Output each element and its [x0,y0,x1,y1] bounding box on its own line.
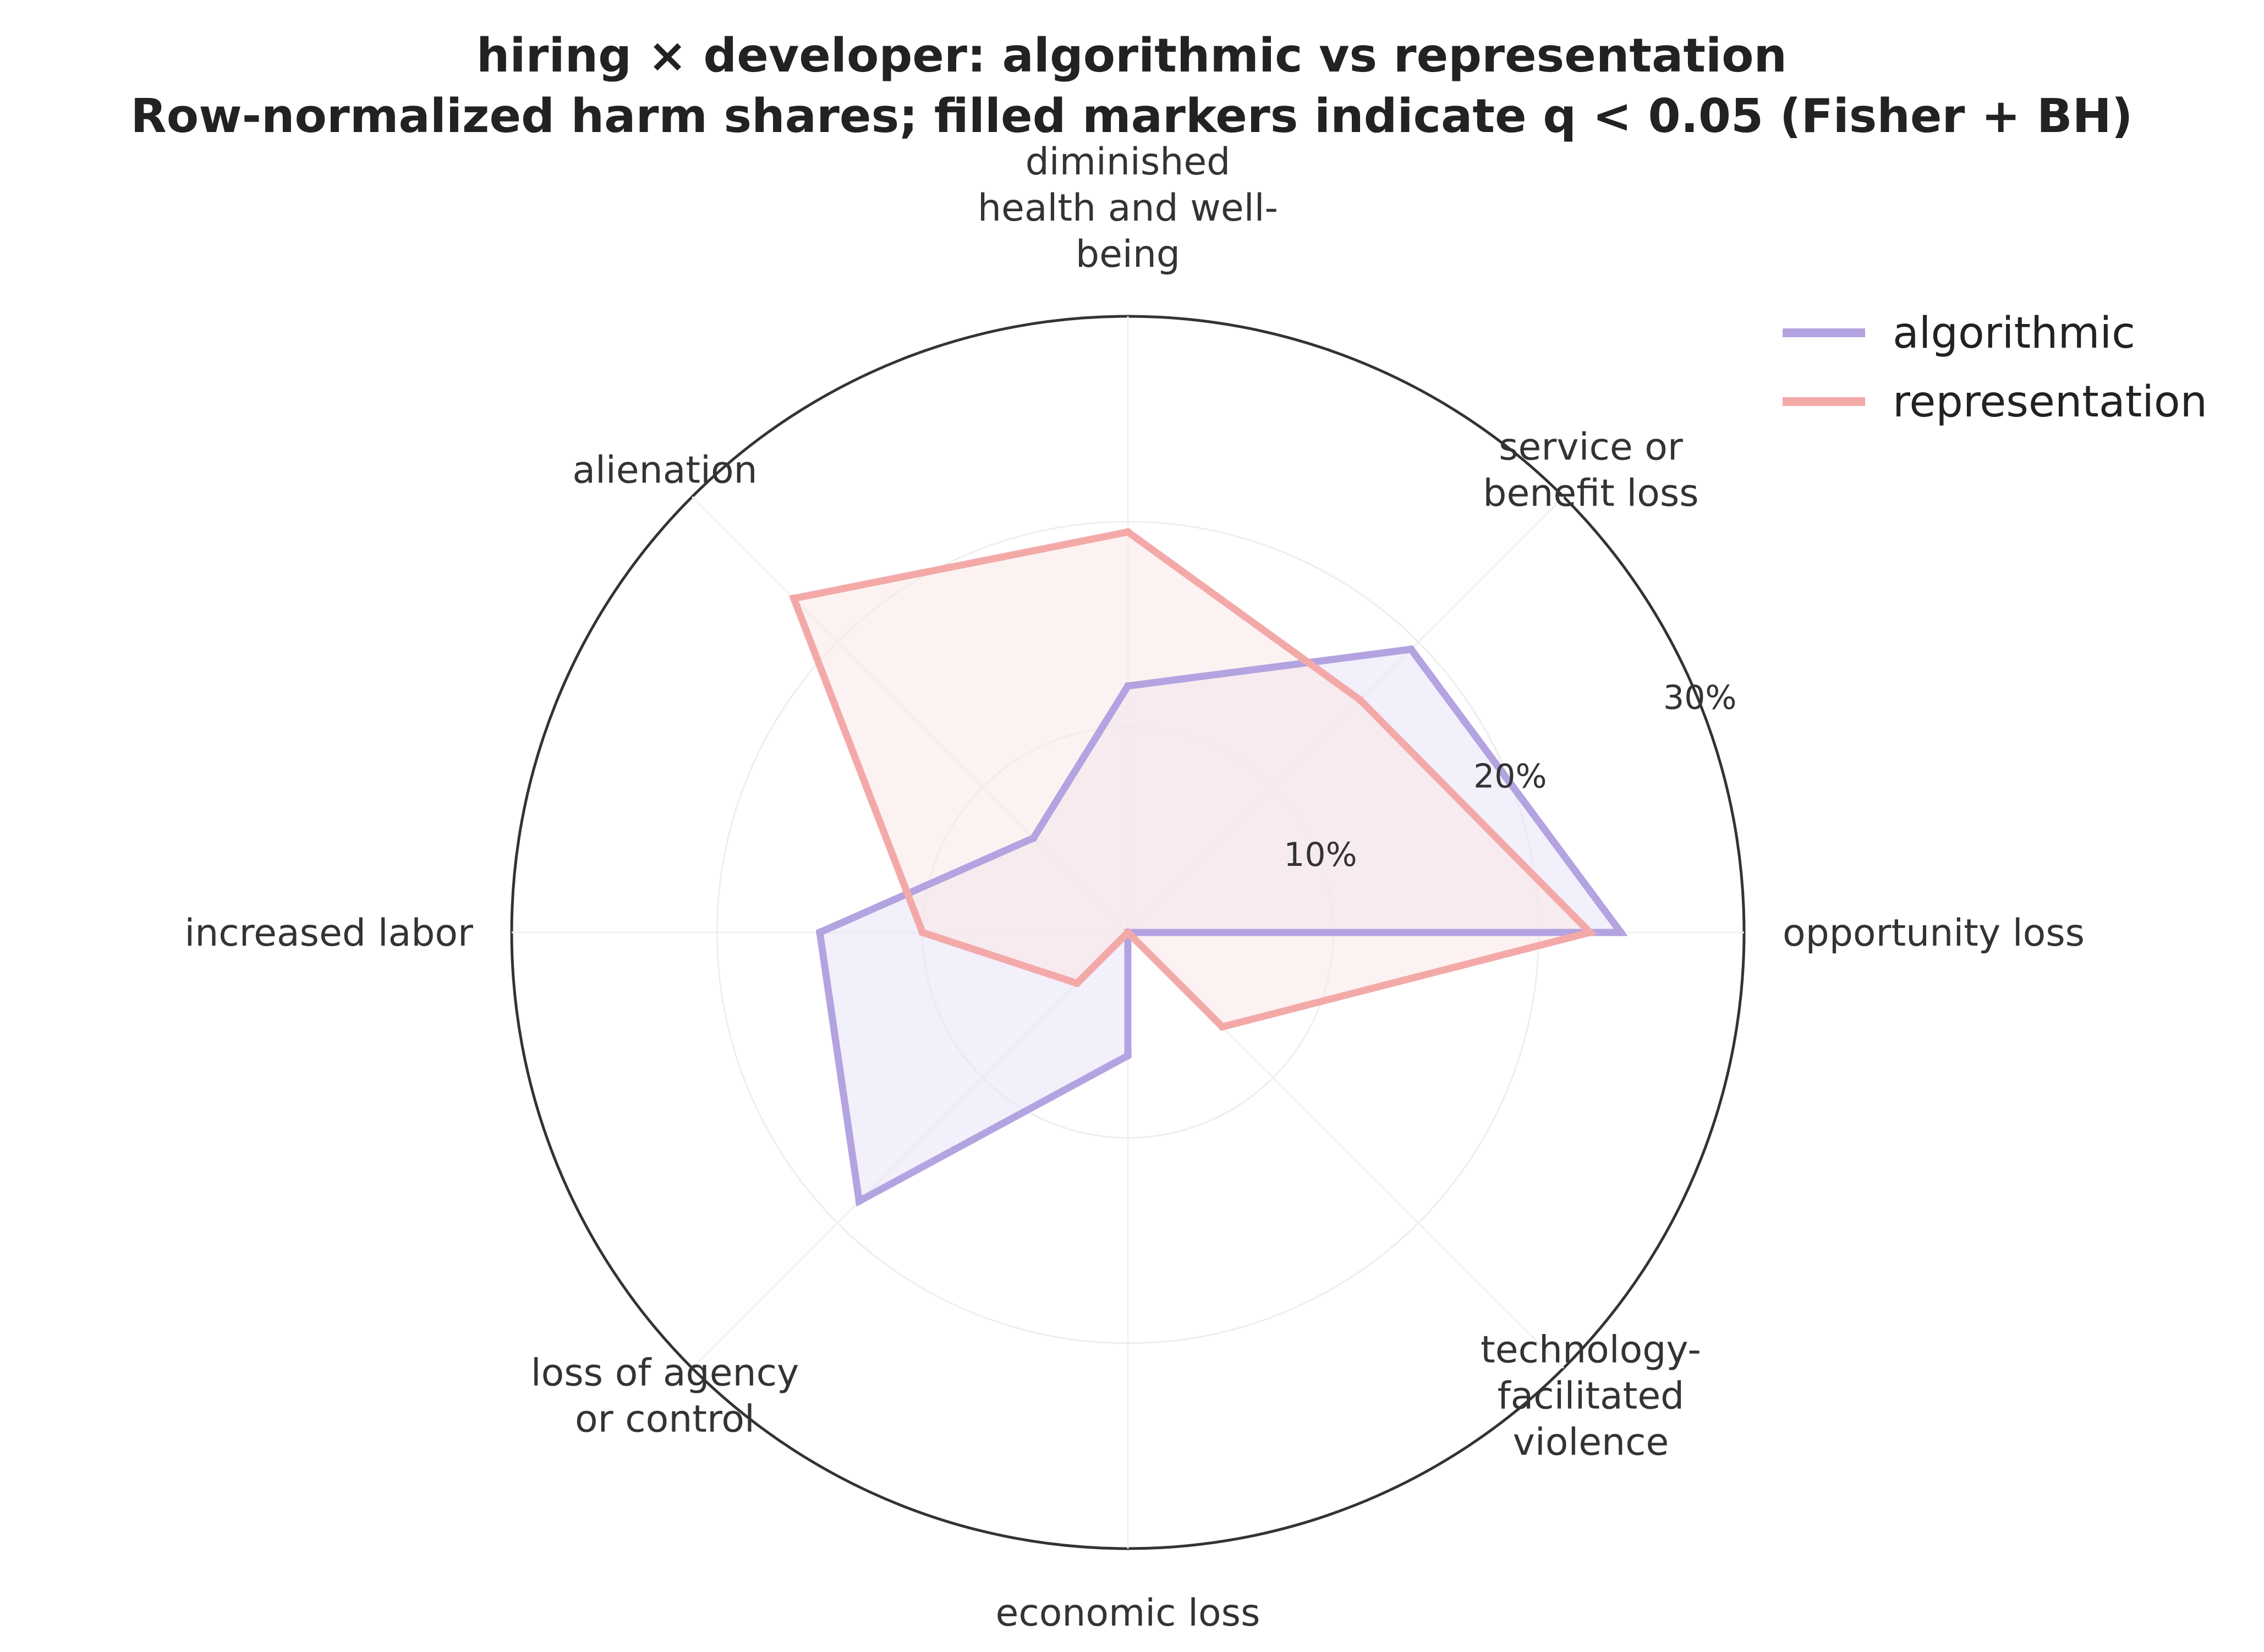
category-labels: opportunity loss service or benefit loss di… [184,140,2085,1635]
chart-subtitle: Row-normalized harm shares; filled marke… [130,89,2133,144]
point-representation-alienation [790,594,798,602]
point-representation-loss-of-agency-or-control [1073,979,1081,987]
rtick-label-20: 20% [1473,757,1547,795]
legend-label-algorithmic: algorithmic [1893,309,2135,358]
category-label-increased-labor: increased labor [184,912,473,955]
point-representation-increased-labor [918,929,927,936]
series-area-representation [793,532,1590,1027]
point-algorithmic-opportunity-loss [1617,929,1625,936]
radar-series [788,528,1628,1207]
rtick-label-10: 10% [1284,836,1357,874]
chart-title: hiring × developer: algorithmic vs repre… [476,29,1787,83]
point-algorithmic-increased-labor [816,929,824,936]
point-representation-technology-facilitated-violence [1218,1023,1226,1031]
point-algorithmic-loss-of-agency-or-control [855,1197,863,1205]
legend: algorithmic representation [1783,309,2207,427]
legend-label-representation: representation [1893,377,2207,427]
category-label-economic-loss: economic loss [995,1591,1260,1635]
category-label-diminished-health-and-well-being: diminished health and well-being [978,140,1278,276]
point-representation-opportunity-loss [1586,929,1594,936]
point-algorithmic-alienation [1029,834,1038,842]
point-representation-economic-loss [1124,929,1132,936]
point-algorithmic-service-or-benefit-loss [1407,645,1415,654]
category-label-technology-facilitated-violence: technology-facilitated violence [1481,1329,1701,1464]
category-label-opportunity-loss: opportunity loss [1783,912,2085,955]
category-label-loss-of-agency-or-control: loss of agency or control [531,1352,799,1441]
category-label-service-or-benefit-loss: service or benefit loss [1483,426,1698,515]
radial-tick-labels: 10% 20% 30% [1284,678,1736,874]
point-representation-service-or-benefit-loss [1356,696,1364,704]
rtick-label-30: 30% [1663,678,1736,717]
category-label-alienation: alienation [572,449,757,492]
point-representation-diminished-health-and-well-being [1124,528,1132,536]
point-algorithmic-economic-loss [1124,1052,1132,1060]
point-algorithmic-diminished-health-and-well-being [1124,682,1132,690]
